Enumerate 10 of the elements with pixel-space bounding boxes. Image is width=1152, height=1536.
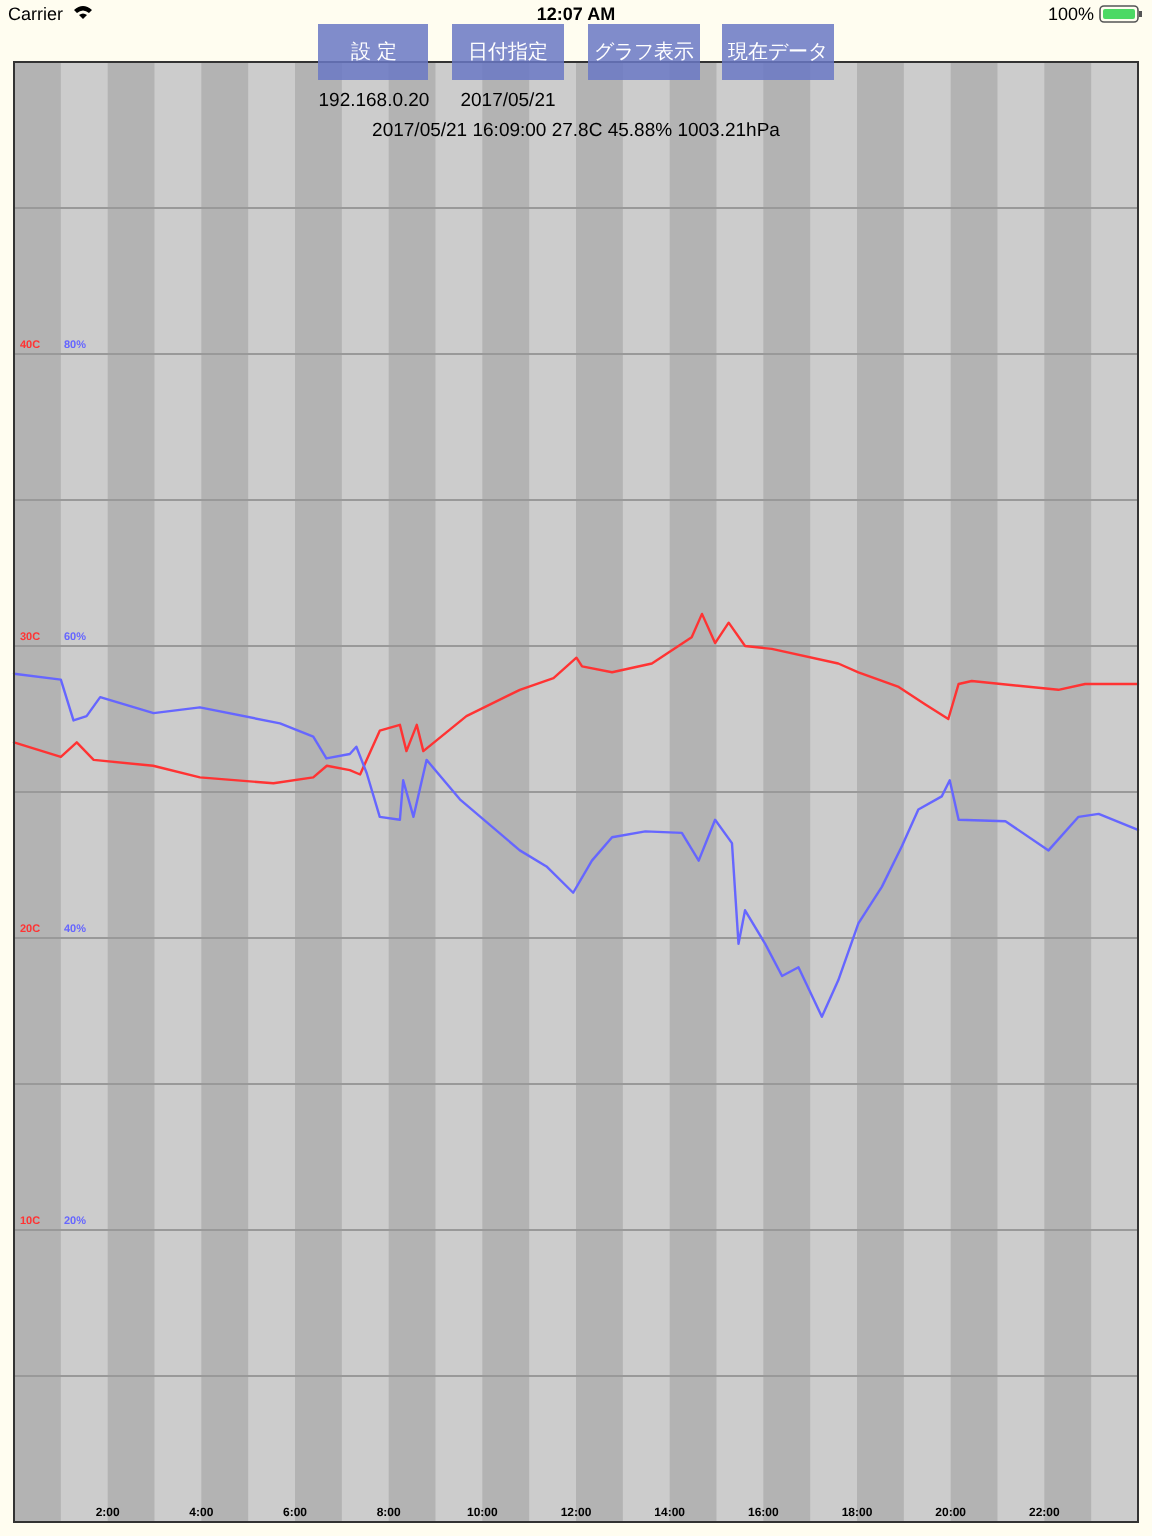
annotation: 設 定	[351, 40, 397, 64]
annotation: 2017/05/21	[460, 90, 556, 112]
text: Carrier	[8, 4, 64, 24]
annotation: 現在データ	[728, 40, 828, 64]
text: 12:07 AM	[536, 4, 616, 24]
annotation: グラフ表示	[594, 40, 694, 64]
annotation: 日付指定	[468, 40, 548, 64]
annotation: 192.168.0.20	[318, 90, 430, 112]
annotation: 2017/05/21 16:09:00 27.8C 45.88% 1003.21hPa	[372, 120, 782, 142]
text: 100%	[1047, 4, 1094, 24]
